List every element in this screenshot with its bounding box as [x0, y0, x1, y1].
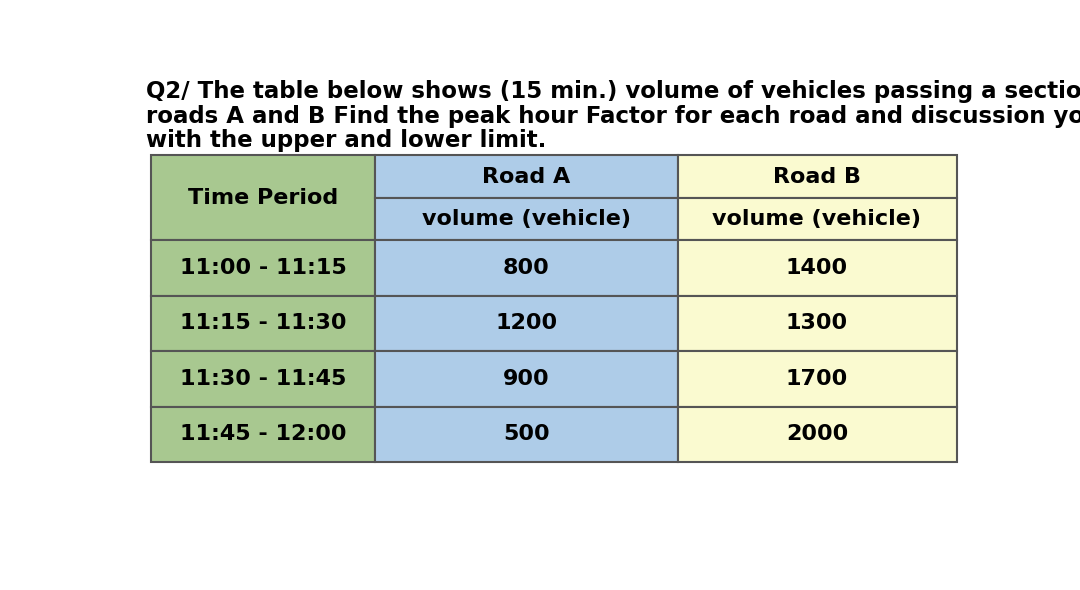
- Bar: [677, 156, 957, 198]
- Text: 11:00 - 11:15: 11:00 - 11:15: [179, 258, 347, 278]
- Bar: [150, 156, 375, 240]
- Text: 1300: 1300: [786, 313, 848, 333]
- Bar: [375, 240, 677, 296]
- Bar: [677, 296, 957, 351]
- Text: Road A: Road A: [483, 166, 570, 186]
- Text: 11:15 - 11:30: 11:15 - 11:30: [179, 313, 346, 333]
- Bar: [150, 351, 375, 407]
- Bar: [677, 407, 957, 462]
- Text: 11:30 - 11:45: 11:30 - 11:45: [179, 369, 346, 389]
- Text: 1400: 1400: [786, 258, 848, 278]
- Text: volume (vehicle): volume (vehicle): [713, 209, 921, 229]
- Text: 1200: 1200: [496, 313, 557, 333]
- Bar: [150, 296, 375, 351]
- Bar: [375, 296, 677, 351]
- Text: roads A and B Find the peak hour Factor for each road and discussion your answer: roads A and B Find the peak hour Factor …: [146, 104, 1080, 127]
- Text: Time Period: Time Period: [188, 188, 338, 208]
- Text: 1700: 1700: [786, 369, 848, 389]
- Bar: [677, 240, 957, 296]
- Text: volume (vehicle): volume (vehicle): [422, 209, 631, 229]
- Text: 800: 800: [503, 258, 550, 278]
- Bar: [375, 198, 677, 240]
- Bar: [375, 156, 677, 198]
- Text: 2000: 2000: [786, 424, 848, 444]
- Text: Road B: Road B: [773, 166, 861, 186]
- Bar: [677, 198, 957, 240]
- Bar: [150, 407, 375, 462]
- Text: Q2/ The table below shows (15 min.) volume of vehicles passing a section count f: Q2/ The table below shows (15 min.) volu…: [146, 80, 1080, 103]
- Text: 11:45 - 12:00: 11:45 - 12:00: [179, 424, 346, 444]
- Text: 900: 900: [503, 369, 550, 389]
- Text: with the upper and lower limit.: with the upper and lower limit.: [146, 129, 546, 152]
- Bar: [375, 407, 677, 462]
- Bar: [677, 351, 957, 407]
- Bar: [150, 240, 375, 296]
- Text: 500: 500: [503, 424, 550, 444]
- Bar: [375, 351, 677, 407]
